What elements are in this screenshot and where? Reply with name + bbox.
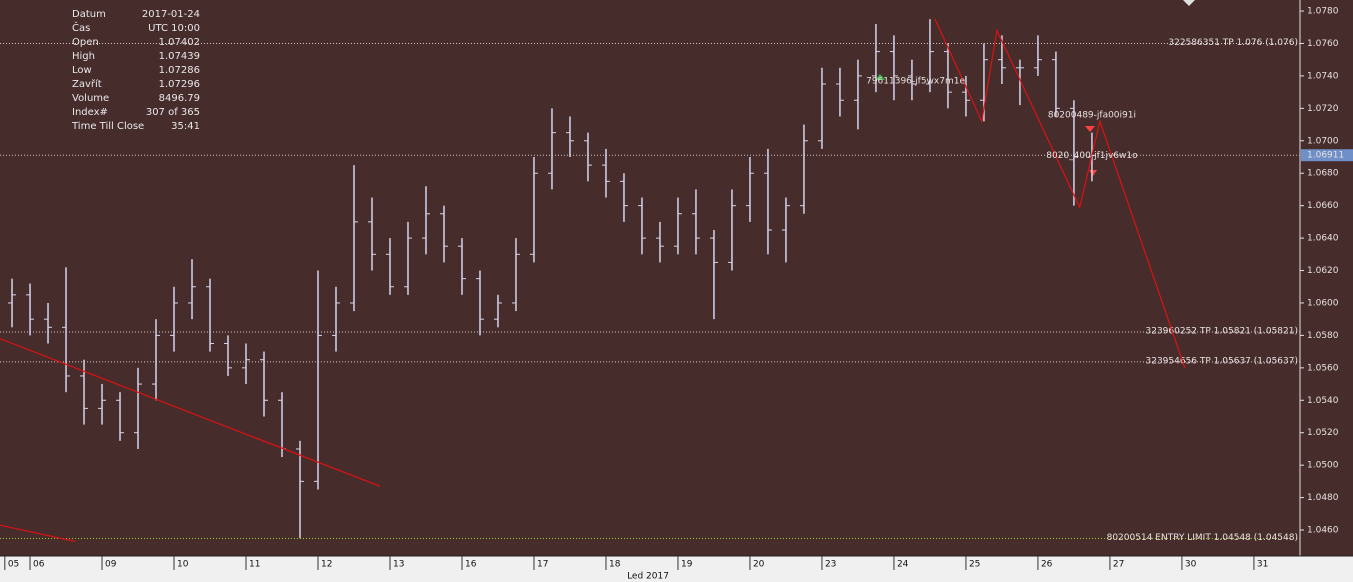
x-tick-label: 09 — [105, 560, 117, 570]
y-tick-label: 1.0680 — [1307, 169, 1339, 179]
info-label: Index# — [72, 107, 108, 118]
x-tick-label: 23 — [825, 560, 836, 570]
info-label: Datum — [72, 9, 106, 20]
y-tick-label: 1.0660 — [1307, 201, 1339, 211]
x-tick-label: 05 — [8, 560, 19, 570]
info-label: Low — [72, 65, 92, 76]
x-tick-label: 26 — [1041, 560, 1053, 570]
buy-marker — [875, 74, 885, 80]
y-tick-label: 1.0520 — [1307, 428, 1339, 438]
x-tick-label: 06 — [33, 560, 45, 570]
x-tick-label: 30 — [1185, 560, 1197, 570]
order-annotation: 8020_400-jf1jv6w1o — [1046, 151, 1138, 161]
y-tick-label: 1.0760 — [1307, 39, 1339, 49]
x-tick-label: 17 — [537, 560, 548, 570]
x-tick-label: 11 — [249, 560, 260, 570]
y-tick-label: 1.0460 — [1307, 526, 1339, 536]
info-label: High — [72, 51, 95, 62]
info-value: 1.07439 — [159, 51, 200, 62]
order-annotation: 79611396-jf5wx7m1e — [866, 76, 965, 86]
info-value: 8496.79 — [159, 93, 200, 104]
x-tick-label: 25 — [969, 560, 980, 570]
info-value: 307 of 365 — [146, 107, 200, 118]
y-tick-label: 1.0700 — [1307, 136, 1339, 146]
x-tick-label: 16 — [465, 560, 477, 570]
trendline — [934, 18, 1186, 369]
info-label: Čas — [72, 21, 90, 34]
x-axis-strip — [0, 556, 1353, 582]
sell-marker — [1085, 126, 1095, 132]
y-tick-label: 1.0740 — [1307, 71, 1339, 81]
info-value: UTC 10:00 — [148, 23, 200, 34]
x-tick-label: 10 — [177, 560, 189, 570]
y-tick-label: 1.0720 — [1307, 104, 1339, 114]
level-label: 323960252 TP 1.05821 (1.05821) — [1146, 326, 1299, 336]
y-tick-label: 1.0600 — [1307, 298, 1339, 308]
info-value: 1.07296 — [159, 79, 200, 90]
x-axis-label: Led 2017 — [627, 572, 669, 582]
info-panel: Datum 2017-01-24 Čas UTC 10:00 Open 1.07402 Hi… — [71, 9, 200, 132]
order-annotation: 80200489-jfa00i91i — [1048, 110, 1136, 120]
last-price-label: 1.06911 — [1307, 151, 1344, 161]
last-price-box — [1301, 149, 1353, 162]
x-tick-label: 27 — [1113, 560, 1124, 570]
info-value: 1.07286 — [159, 65, 200, 76]
y-tick-label: 1.0580 — [1307, 331, 1339, 341]
x-tick-label: 13 — [393, 560, 404, 570]
y-tick-label: 1.0500 — [1307, 461, 1339, 471]
info-value: 35:41 — [171, 121, 200, 132]
level-label: 322586351 TP 1.076 (1.076) — [1168, 38, 1298, 48]
info-value: 1.07402 — [159, 37, 200, 48]
sell-marker — [1089, 170, 1097, 176]
info-label: Open — [72, 37, 99, 48]
x-tick-label: 24 — [897, 560, 909, 570]
level-label: 80200514 ENTRY LIMIT 1.04548 (1.04548) — [1107, 533, 1298, 543]
x-tick-label: 19 — [681, 560, 693, 570]
info-label: Time Till Close — [71, 121, 144, 132]
y-tick-label: 1.0540 — [1307, 396, 1339, 406]
y-tick-label: 1.0560 — [1307, 363, 1339, 373]
info-label: Zavřít — [72, 78, 102, 90]
info-label: Volume — [72, 93, 109, 104]
x-tick-label: 12 — [321, 560, 332, 570]
y-tick-label: 1.0480 — [1307, 493, 1339, 503]
level-label: 323954656 TP 1.05637 (1.05637) — [1146, 356, 1299, 366]
trendline — [0, 524, 76, 542]
y-tick-label: 1.0620 — [1307, 266, 1339, 276]
scroll-marker[interactable] — [1183, 0, 1195, 6]
x-tick-label: 18 — [609, 560, 621, 570]
y-tick-label: 1.0780 — [1307, 7, 1339, 17]
x-tick-label: 20 — [753, 560, 765, 570]
x-tick-label: 31 — [1257, 560, 1268, 570]
trendline — [0, 338, 381, 487]
info-value: 2017-01-24 — [142, 9, 200, 20]
y-tick-label: 1.0640 — [1307, 234, 1339, 244]
